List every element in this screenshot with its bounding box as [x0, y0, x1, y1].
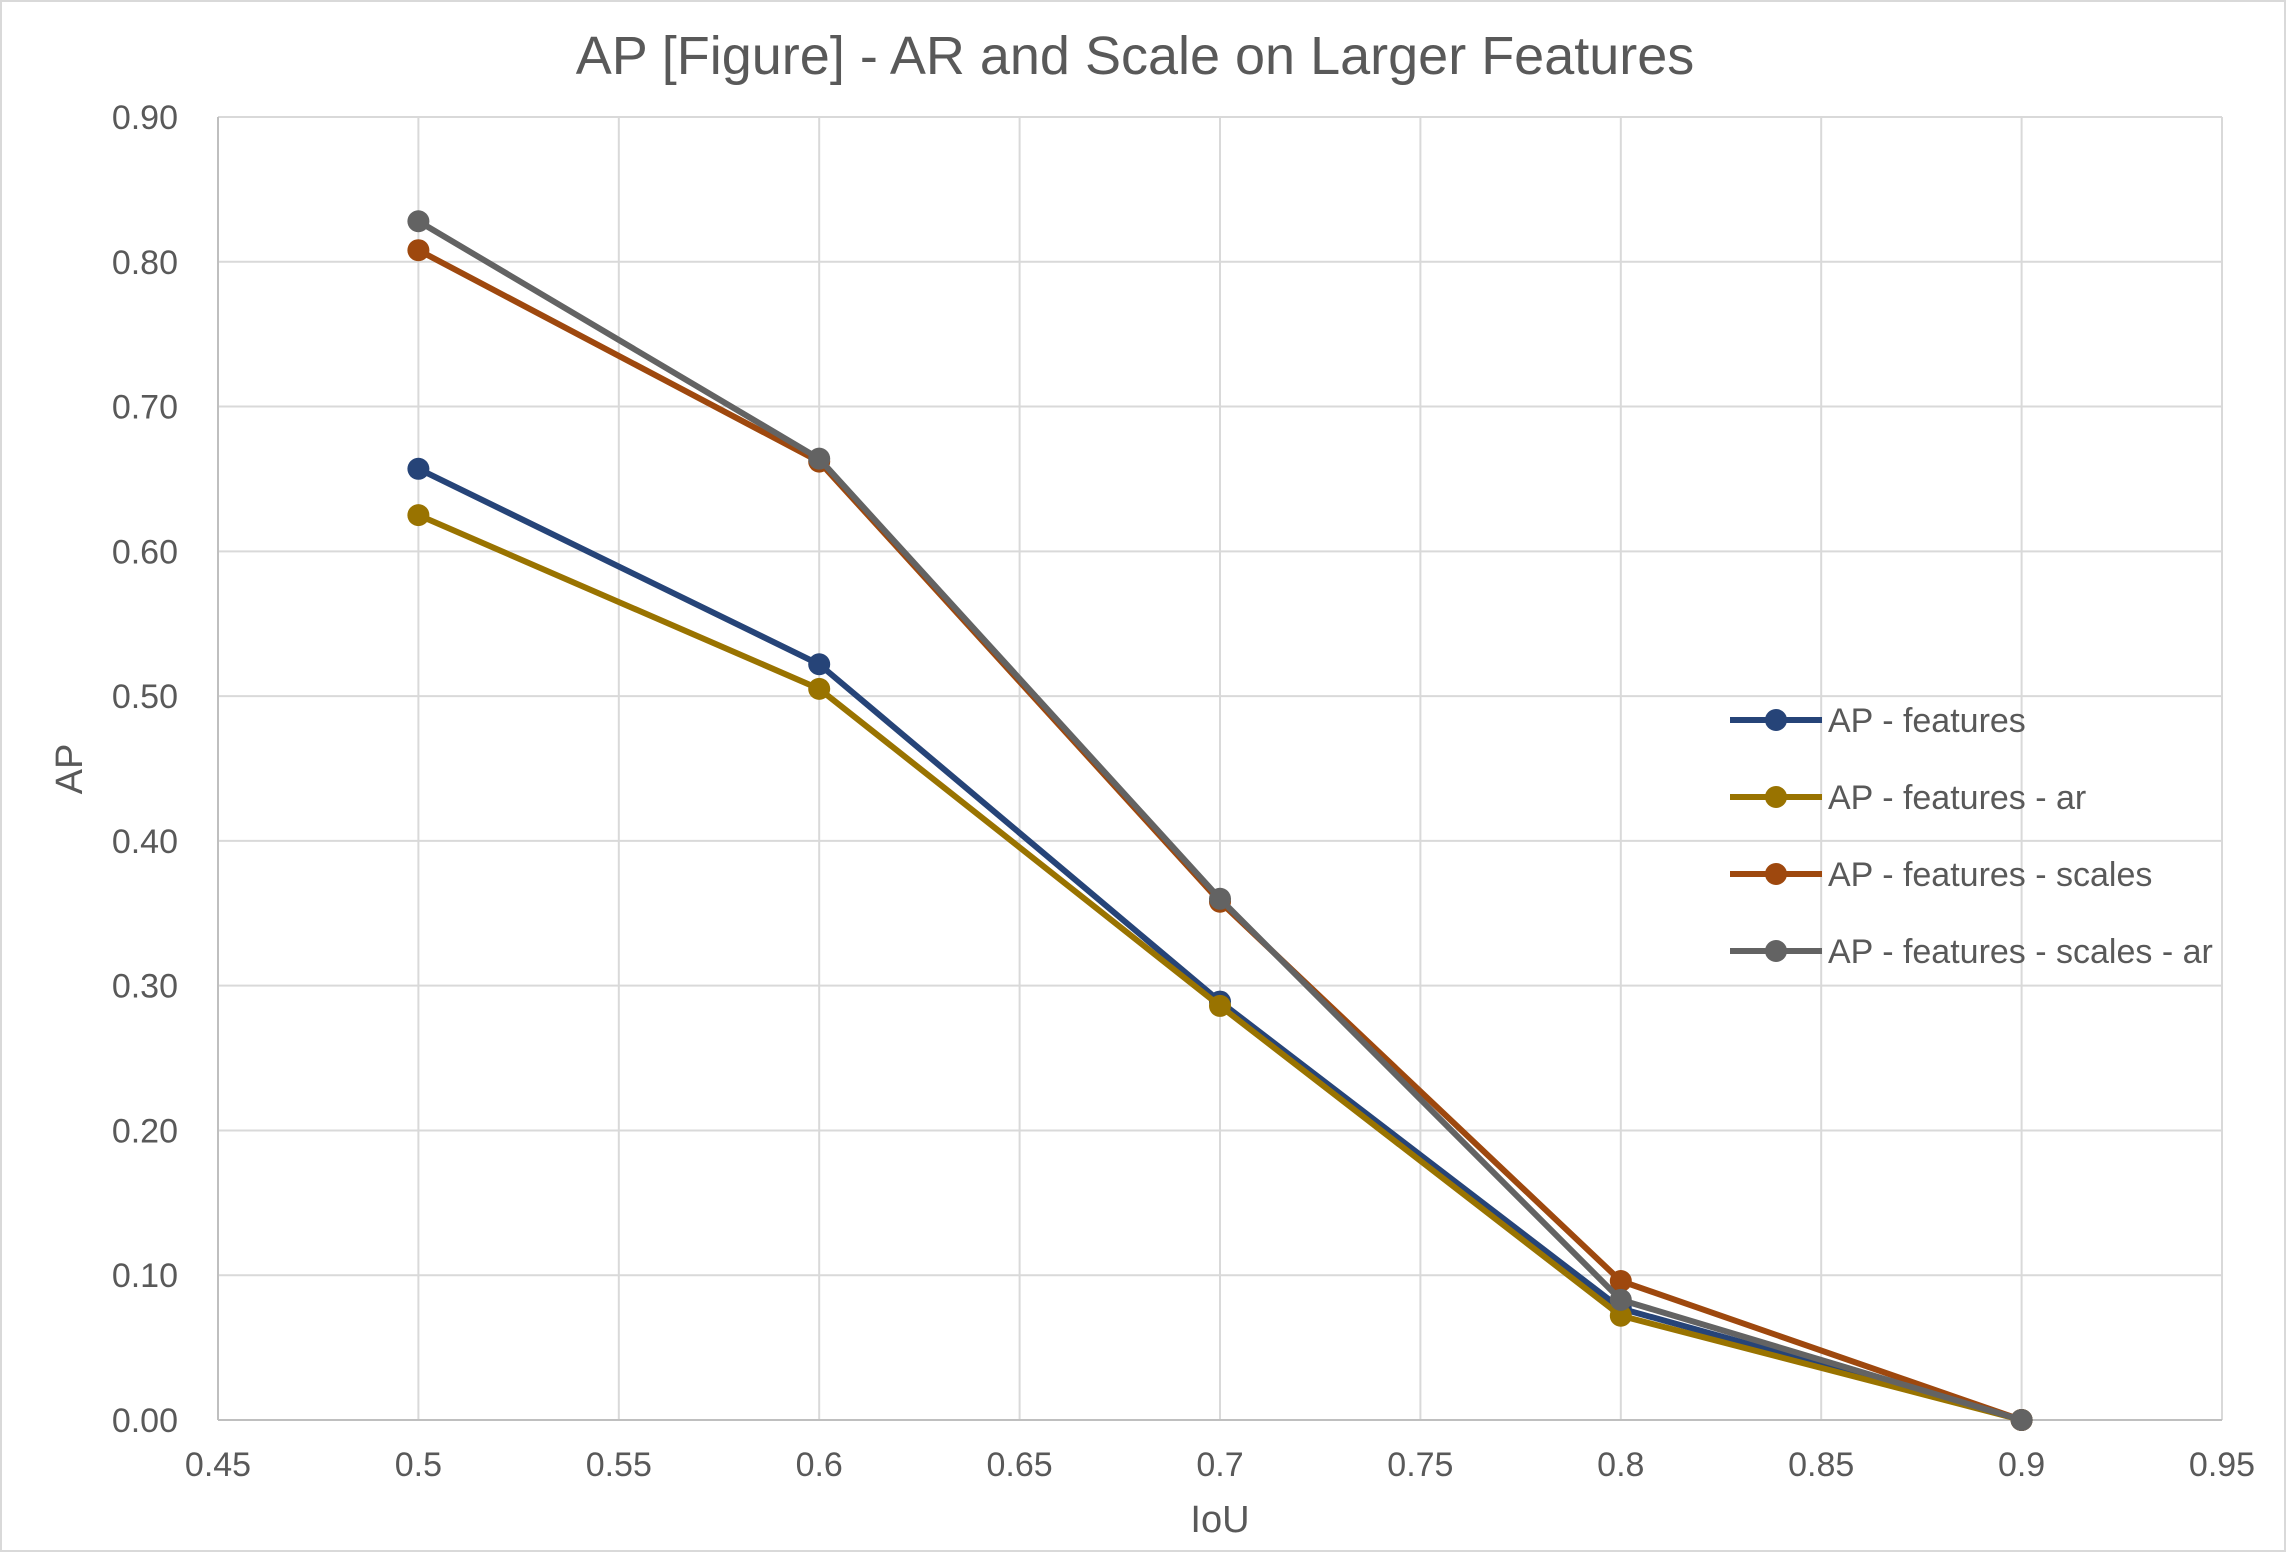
legend-label: AP - features - scales - ar — [1828, 933, 2213, 971]
legend-label: AP - features — [1828, 702, 2026, 740]
legend-label: AP - features - ar — [1828, 779, 2086, 817]
data-point — [1209, 887, 1231, 910]
data-point — [1609, 1288, 1632, 1311]
data-point — [407, 239, 430, 262]
legend-item: AP - features — [1730, 702, 2026, 740]
y-tick-label: 0.80 — [112, 244, 178, 282]
legend-item: AP - features - scales — [1730, 856, 2152, 894]
x-tick-label: 0.9 — [1998, 1446, 2045, 1484]
x-tick-label: 0.55 — [586, 1446, 652, 1484]
x-tick-label: 0.95 — [2189, 1446, 2255, 1484]
y-tick-label: 0.00 — [112, 1402, 178, 1440]
data-point — [1609, 1304, 1632, 1327]
y-tick-label: 0.90 — [112, 99, 178, 137]
data-point — [808, 677, 831, 700]
y-tick-label: 0.30 — [112, 968, 178, 1006]
data-point — [1609, 1270, 1632, 1293]
y-axis-title: AP — [49, 744, 91, 795]
x-tick-label: 0.8 — [1597, 1446, 1644, 1484]
y-tick-label: 0.40 — [112, 823, 178, 861]
legend-label: AP - features - scales — [1828, 856, 2152, 894]
x-tick-label: 0.75 — [1387, 1446, 1453, 1484]
y-tick-labels: 0.00 0.10 0.20 0.30 0.40 0.50 0.60 0.70 0.80 0.90 — [112, 99, 178, 1440]
y-tick-label: 0.70 — [112, 389, 178, 427]
y-tick-label: 0.10 — [112, 1257, 178, 1295]
legend-marker — [1765, 940, 1787, 962]
data-point — [407, 457, 430, 480]
series-4 — [407, 210, 2033, 1431]
legend-item: AP - features - ar — [1730, 779, 2086, 817]
series-lines — [407, 210, 2033, 1431]
gridlines — [218, 116, 2223, 1420]
legend-marker — [1765, 786, 1787, 808]
x-axis-title: IoU — [1190, 1499, 1249, 1541]
x-tick-label: 0.7 — [1196, 1446, 1243, 1484]
x-tick-label: 0.5 — [395, 1446, 442, 1484]
data-point — [407, 504, 430, 527]
legend: AP - features AP - features - ar AP - feat… — [1730, 702, 2213, 971]
x-tick-label: 0.85 — [1788, 1446, 1854, 1484]
data-point — [2010, 1409, 2033, 1431]
x-tick-label: 0.6 — [796, 1446, 843, 1484]
legend-item: AP - features - scales - ar — [1730, 933, 2213, 971]
y-tick-label: 0.50 — [112, 678, 178, 716]
x-tick-label: 0.45 — [185, 1446, 251, 1484]
y-tick-label: 0.20 — [112, 1112, 178, 1150]
data-point — [1209, 994, 1231, 1017]
data-point — [808, 653, 831, 676]
x-tick-labels: 0.45 0.5 0.55 0.6 0.65 0.7 0.75 0.8 0.85 0.9 0.95 — [185, 1446, 2255, 1484]
chart-title: AP [Figure] - AR and Scale on Larger Fea… — [576, 26, 1695, 86]
legend-marker — [1765, 709, 1787, 731]
y-tick-label: 0.60 — [112, 533, 178, 571]
x-tick-label: 0.65 — [987, 1446, 1053, 1484]
data-point — [407, 210, 430, 233]
data-point — [808, 447, 831, 470]
legend-marker — [1765, 863, 1787, 885]
